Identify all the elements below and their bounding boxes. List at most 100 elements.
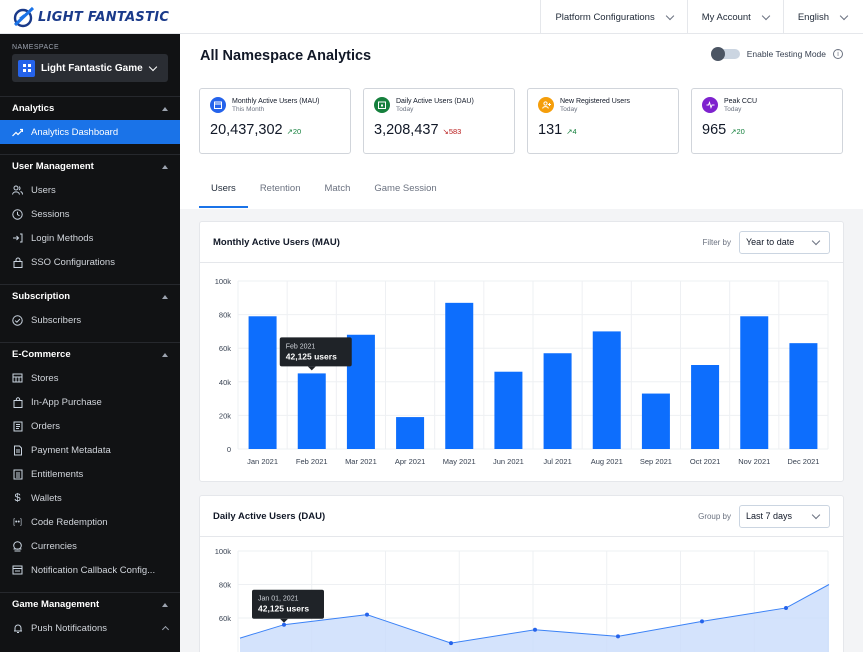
- sidebar-item-label: Currencies: [31, 540, 77, 552]
- filter-value: Last 7 days: [746, 511, 793, 521]
- chevron-down-icon: [839, 11, 849, 20]
- stat-cards: Monthly Active Users (MAU) This Month 20,…: [199, 88, 843, 154]
- stat-card-mau: Monthly Active Users (MAU) This Month 20,…: [199, 88, 351, 154]
- tab-users[interactable]: Users: [199, 180, 248, 208]
- stat-period: This Month: [232, 106, 265, 113]
- sidebar-item-label: Subscribers: [31, 314, 82, 326]
- sidebar-item-subscribers[interactable]: Subscribers: [0, 308, 180, 332]
- my-account-menu[interactable]: My Account: [686, 0, 783, 34]
- group-by-select[interactable]: Last 7 days: [739, 504, 830, 528]
- data-point: [533, 627, 537, 632]
- sidebar-item-notification-callback-config[interactable]: Notification Callback Config...: [0, 558, 180, 582]
- sidebar-item-users[interactable]: Users: [0, 178, 180, 202]
- sidebar-item-payment-metadata[interactable]: Payment Metadata: [0, 438, 180, 462]
- delta-up: ↗20: [730, 127, 745, 136]
- stat-period: Today: [560, 106, 578, 113]
- sidebar-item-label: SSO Configurations: [31, 256, 115, 268]
- filter-select[interactable]: Year to date: [739, 230, 830, 254]
- bar: [592, 331, 621, 449]
- sidebar-section-analytics[interactable]: Analytics: [0, 96, 180, 120]
- filter-label: Filter by: [702, 237, 731, 247]
- namespace-label: NAMESPACE: [12, 44, 60, 51]
- section-title: User Management: [12, 161, 94, 172]
- stat-value: 3,208,437: [374, 122, 439, 138]
- brand-logo[interactable]: LIGHT FANTASTIC: [12, 4, 169, 30]
- sidebar-item-analytics-dashboard[interactable]: Analytics Dashboard: [0, 120, 180, 144]
- chevron-down-icon: [811, 510, 821, 519]
- orders-icon: [12, 421, 23, 432]
- section-title: Analytics: [12, 103, 55, 114]
- card-title: Monthly Active Users (MAU): [213, 236, 340, 248]
- main-content: All Namespace Analytics Enable Testing M…: [180, 34, 863, 652]
- delta-up: ↗20: [287, 127, 302, 136]
- sidebar-item-login-methods[interactable]: Login Methods: [0, 226, 180, 250]
- sidebar-item-stores[interactable]: Stores: [0, 366, 180, 390]
- stat-value: 20,437,302: [210, 122, 283, 138]
- data-point: [784, 605, 788, 610]
- chevron-down-icon: [148, 62, 158, 71]
- sidebar-item-label: Wallets: [31, 492, 62, 504]
- stat-period: Today: [396, 106, 414, 113]
- stat-card-dau: Daily Active Users (DAU) Today 3,208,437 ↘…: [363, 88, 515, 154]
- caret-up-icon: [162, 352, 168, 357]
- x-tick-label: Dec 2021: [787, 457, 819, 466]
- sidebar-item-in-app-purchase[interactable]: In-App Purchase: [0, 390, 180, 414]
- sidebar-item-label: Entitlements: [31, 468, 84, 480]
- bell-icon: [12, 623, 23, 634]
- tab-retention[interactable]: Retention: [259, 183, 301, 194]
- tooltip-box: [279, 337, 352, 367]
- sidebar-item-sso-configurations[interactable]: SSO Configurations: [0, 250, 180, 274]
- sidebar: NAMESPACE Light Fantastic Game Analytics…: [0, 34, 180, 652]
- namespace-select[interactable]: Light Fantastic Game: [12, 54, 168, 82]
- tooltip-value: 42,125 users: [258, 604, 309, 614]
- brand-name: LIGHT FANTASTIC: [38, 9, 170, 25]
- sidebar-item-currencies[interactable]: Currencies: [0, 534, 180, 558]
- card-title: Daily Active Users (DAU): [213, 510, 326, 522]
- bar: [543, 353, 572, 449]
- clock-icon: [12, 208, 23, 220]
- data-point: [449, 641, 453, 646]
- sidebar-item-label: Push Notifications: [31, 622, 108, 634]
- tooltip-date: Feb 2021: [286, 343, 316, 350]
- bar: [641, 393, 670, 449]
- language-label: English: [797, 11, 829, 23]
- info-icon[interactable]: i: [833, 49, 843, 59]
- namespace-value: Light Fantastic Game: [41, 62, 143, 74]
- users-icon: [12, 185, 23, 196]
- sidebar-item-sessions[interactable]: Sessions: [0, 202, 180, 226]
- platform-configurations-menu[interactable]: Platform Configurations: [540, 0, 686, 34]
- sidebar-item-wallets[interactable]: $ Wallets: [0, 486, 180, 510]
- pulse-icon: [702, 97, 718, 113]
- tab-game-session[interactable]: Game Session: [374, 183, 437, 194]
- x-tick-label: Sep 2021: [640, 457, 672, 466]
- sidebar-item-orders[interactable]: Orders: [0, 414, 180, 438]
- sidebar-item-entitlements[interactable]: Entitlements: [0, 462, 180, 486]
- list-icon: [12, 469, 23, 480]
- coins-icon: [12, 540, 23, 552]
- sidebar-item-code-redemption[interactable]: [••] Code Redemption: [0, 510, 180, 534]
- stat-card-new-users: New Registered Users Today 131 ↗4: [527, 88, 679, 154]
- x-tick-label: Jan 2021: [247, 457, 278, 466]
- x-tick-label: Nov 2021: [738, 457, 770, 466]
- delta-value: 4: [572, 127, 577, 136]
- bag-icon: [12, 396, 23, 408]
- y-tick-label: 100k: [215, 547, 232, 556]
- sidebar-section-game-management[interactable]: Game Management: [0, 592, 180, 616]
- tab-match[interactable]: Match: [324, 183, 351, 194]
- testing-mode-toggle[interactable]: [710, 46, 740, 61]
- section-title: E-Commerce: [12, 349, 71, 360]
- stat-card-peak-ccu: Peak CCU Today 965 ↗20: [691, 88, 843, 154]
- sidebar-item-label: Payment Metadata: [31, 444, 111, 456]
- sidebar-item-push-notifications[interactable]: Push Notifications: [0, 616, 180, 640]
- sidebar-section-e-commerce[interactable]: E-Commerce: [0, 342, 180, 366]
- check-circle-icon: [12, 314, 23, 326]
- sidebar-section-subscription[interactable]: Subscription: [0, 284, 180, 308]
- section-title: Game Management: [12, 599, 100, 610]
- trend-icon: [12, 127, 23, 138]
- sidebar-section-user-management[interactable]: User Management: [0, 154, 180, 178]
- delta-up: ↗4: [566, 127, 576, 136]
- document-icon: [12, 445, 23, 456]
- x-tick-label: May 2021: [443, 457, 476, 466]
- language-menu[interactable]: English: [782, 0, 863, 34]
